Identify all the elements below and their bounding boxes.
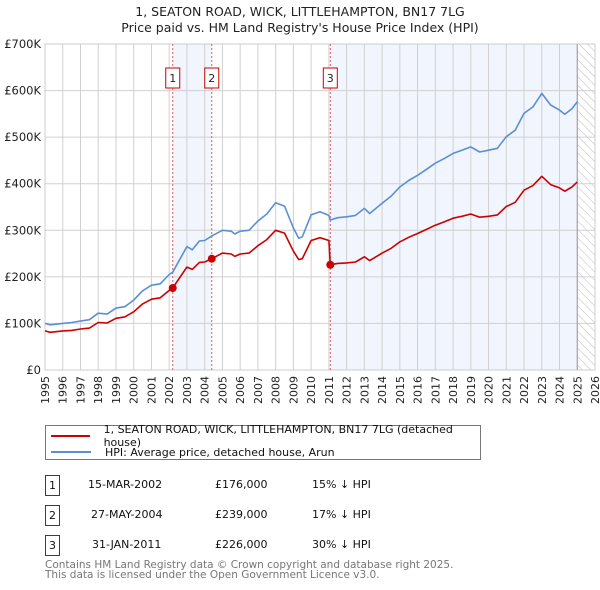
hpi-line bbox=[44, 92, 578, 326]
shaded-range bbox=[172, 44, 212, 370]
sale-point bbox=[326, 260, 335, 269]
x-tick-label: 2023 bbox=[536, 376, 549, 404]
legend-item-hpi: HPI: Average price, detached house, Arun bbox=[51, 444, 335, 460]
sale-label-box bbox=[322, 67, 338, 89]
x-tick-label: 1996 bbox=[57, 376, 70, 404]
sale-marker-badge: 1 bbox=[45, 475, 60, 496]
y-tick-label: £0 bbox=[26, 363, 41, 377]
x-tick-label: 2026 bbox=[589, 376, 600, 404]
x-tick-label: 1995 bbox=[39, 376, 52, 404]
property-price-line bbox=[44, 175, 578, 334]
sale-marker-badge: 3 bbox=[45, 535, 60, 556]
legend-item-property: 1, SEATON ROAD, WICK, LITTLEHAMPTON, BN1… bbox=[51, 423, 480, 449]
sale-price: £239,000 bbox=[215, 508, 268, 521]
blue-line-swatch bbox=[51, 451, 91, 453]
sale-label-number: 2 bbox=[208, 72, 215, 85]
y-tick-label: £300K bbox=[4, 223, 41, 237]
footer-licence: This data is licensed under the Open Gov… bbox=[45, 569, 380, 581]
x-tick-label: 2004 bbox=[199, 376, 212, 404]
price-chart: 1995 1996 1997 1998 1999 2000 2001 2002 2003 2004… bbox=[4, 37, 600, 404]
x-tick-label: 2012 bbox=[341, 376, 354, 404]
x-tick-label: 2019 bbox=[465, 376, 478, 404]
x-tick-label: 1999 bbox=[110, 376, 123, 404]
x-tick-label: 2014 bbox=[376, 376, 389, 404]
chart-subtitle: Price paid vs. HM Land Registry's House … bbox=[121, 20, 479, 35]
x-tick-label: 2022 bbox=[518, 376, 531, 404]
x-tick-label: 2018 bbox=[447, 376, 460, 404]
sale-price: £226,000 bbox=[215, 538, 268, 551]
plot-frame bbox=[44, 43, 596, 371]
legend-label-property: 1, SEATON ROAD, WICK, LITTLEHAMPTON, BN1… bbox=[103, 423, 453, 449]
sale-price: £176,000 bbox=[215, 478, 268, 491]
y-tick-label: £100K bbox=[4, 316, 41, 330]
sale-point bbox=[168, 284, 177, 293]
sale-label-box bbox=[165, 67, 181, 89]
sale-row: 3 31-JAN-2011 £226,000 30% ↓ HPI bbox=[45, 535, 545, 556]
x-tick-label: 2015 bbox=[394, 376, 407, 404]
sale-marker-badge: 2 bbox=[45, 505, 60, 526]
footer-copyright: Contains HM Land Registry data © Crown c… bbox=[45, 559, 454, 571]
sale-date: 15-MAR-2002 bbox=[88, 478, 163, 491]
sale-hpi-diff: 15% ↓ HPI bbox=[312, 478, 371, 491]
x-tick-label: 2006 bbox=[234, 376, 247, 404]
sale-point bbox=[207, 254, 216, 263]
x-tick-label: 2011 bbox=[323, 376, 336, 404]
y-tick-label: £600K bbox=[4, 84, 41, 98]
sale-row: 1 15-MAR-2002 £176,000 15% ↓ HPI bbox=[45, 475, 545, 496]
x-tick-label: 2024 bbox=[554, 376, 567, 404]
forecast-hatch bbox=[577, 44, 595, 370]
x-tick-label: 2009 bbox=[287, 376, 300, 404]
x-tick-label: 2001 bbox=[145, 376, 158, 404]
x-tick-label: 2021 bbox=[500, 376, 513, 404]
x-tick-label: 1997 bbox=[74, 376, 87, 404]
x-tick-label: 2025 bbox=[571, 376, 584, 404]
sale-label-box bbox=[204, 67, 220, 89]
legend-label-hpi: HPI: Average price, detached house, Arun bbox=[105, 445, 335, 459]
y-tick-label: £700K bbox=[4, 37, 41, 51]
red-line-swatch bbox=[51, 435, 90, 437]
x-tick-label: 2005 bbox=[216, 376, 229, 404]
x-tick-label: 2013 bbox=[358, 376, 371, 404]
x-tick-label: 2003 bbox=[181, 376, 194, 404]
x-tick-label: 2007 bbox=[252, 376, 265, 404]
x-tick-label: 2020 bbox=[483, 376, 496, 404]
shaded-range bbox=[330, 44, 578, 370]
legend: 1, SEATON ROAD, WICK, LITTLEHAMPTON, BN1… bbox=[45, 423, 481, 460]
sale-row: 2 27-MAY-2004 £239,000 17% ↓ HPI bbox=[45, 505, 545, 526]
y-tick-label: £200K bbox=[4, 270, 41, 284]
y-tick-label: £400K bbox=[4, 177, 41, 191]
x-tick-label: 2017 bbox=[429, 376, 442, 404]
sale-hpi-diff: 17% ↓ HPI bbox=[312, 508, 371, 521]
y-tick-label: £500K bbox=[4, 130, 41, 144]
x-tick-label: 2008 bbox=[270, 376, 283, 404]
sale-label-number: 1 bbox=[169, 72, 176, 85]
sale-date: 31-JAN-2011 bbox=[92, 538, 162, 551]
sale-hpi-diff: 30% ↓ HPI bbox=[312, 538, 371, 551]
x-tick-label: 2016 bbox=[412, 376, 425, 404]
x-tick-label: 2002 bbox=[163, 376, 176, 404]
x-tick-label: 1998 bbox=[92, 376, 105, 404]
x-tick-label: 2000 bbox=[128, 376, 141, 404]
sale-label-number: 3 bbox=[327, 72, 334, 85]
chart-title: 1, SEATON ROAD, WICK, LITTLEHAMPTON, BN1… bbox=[135, 4, 465, 19]
sale-date: 27-MAY-2004 bbox=[91, 508, 163, 521]
x-tick-label: 2010 bbox=[305, 376, 318, 404]
